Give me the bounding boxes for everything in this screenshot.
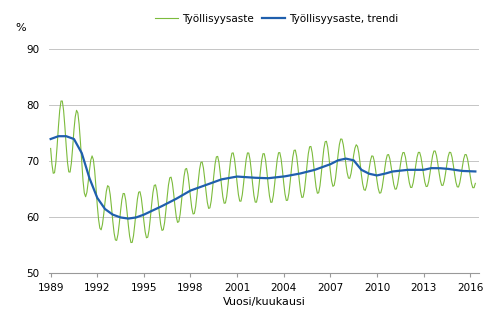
Legend: Työllisyysaste, Työllisyysaste, trendi: Työllisyysaste, Työllisyysaste, trendi: [151, 10, 403, 28]
X-axis label: Vuosi/kuukausi: Vuosi/kuukausi: [223, 297, 306, 307]
Text: %: %: [15, 24, 26, 33]
